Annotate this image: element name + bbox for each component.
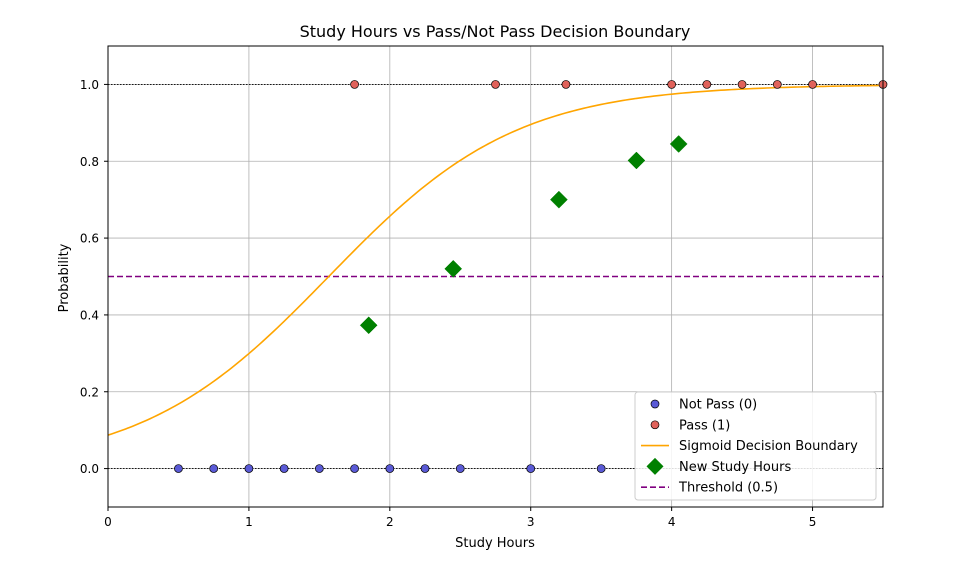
not-pass-point — [385, 464, 395, 473]
x-tick-label: 0 — [104, 515, 112, 529]
not-pass-point — [596, 464, 606, 473]
legend-swatch — [650, 420, 660, 430]
pass-point — [702, 80, 712, 89]
legend-label: Sigmoid Decision Boundary — [679, 439, 858, 454]
x-tick-label: 1 — [245, 515, 253, 529]
legend: Not Pass (0) Pass (1) Sigmoid Decision Bou… — [634, 391, 877, 501]
y-axis-label: Probability — [57, 243, 72, 312]
x-tick-label: 3 — [527, 515, 535, 529]
new-study-hours-point — [627, 151, 646, 170]
not-pass-point — [455, 464, 465, 473]
not-pass-point — [315, 464, 324, 473]
plot-clipped-group — [108, 84, 883, 436]
pass-point — [667, 80, 676, 89]
not-pass-point — [209, 464, 219, 473]
new-study-hours-point — [550, 190, 568, 209]
pass-point — [561, 80, 571, 89]
pass-point — [491, 80, 500, 89]
y-tick-label: 0.4 — [80, 308, 99, 322]
not-pass-point — [350, 464, 359, 473]
y-tick-label: 0.2 — [80, 385, 99, 399]
not-pass-point — [174, 464, 183, 473]
legend-box — [634, 391, 877, 501]
y-tick-label: 0.6 — [80, 232, 99, 246]
not-pass-point — [279, 464, 289, 473]
legend-label: Pass (1) — [679, 418, 730, 433]
x-axis-label: Study Hours — [455, 536, 535, 551]
legend-label: Threshold (0.5) — [678, 481, 778, 496]
pass-point — [350, 80, 359, 89]
legend-swatch — [650, 399, 660, 409]
plot-frame — [107, 45, 884, 508]
axis-ticks: 0 1 2 3 4 5 0.0 0.2 0.4 0.6 0.8 1.0 — [80, 78, 816, 529]
pass-point — [737, 80, 747, 89]
y-tick-label: 0.0 — [80, 462, 99, 476]
legend-label: Not Pass (0) — [679, 398, 757, 413]
new-study-hours-point — [669, 135, 688, 153]
chart-title: Study Hours vs Pass/Not Pass Decision Bo… — [300, 22, 691, 41]
plot-data — [108, 80, 888, 473]
x-tick-label: 4 — [668, 515, 676, 529]
legend-swatch — [646, 457, 664, 475]
pass-point — [772, 80, 782, 89]
legend-label: New Study Hours — [679, 460, 791, 475]
y-tick-label: 1.0 — [80, 78, 99, 92]
new-study-hours-point — [444, 259, 463, 278]
pass-point — [808, 80, 817, 89]
not-pass-point — [526, 464, 536, 473]
y-tick-label: 0.8 — [80, 155, 99, 169]
sigmoid-curve — [108, 84, 883, 436]
not-pass-point — [420, 464, 430, 473]
new-study-hours-point — [359, 316, 378, 335]
not-pass-point — [244, 464, 254, 473]
x-tick-label: 5 — [809, 515, 817, 529]
x-tick-label: 2 — [386, 515, 394, 529]
